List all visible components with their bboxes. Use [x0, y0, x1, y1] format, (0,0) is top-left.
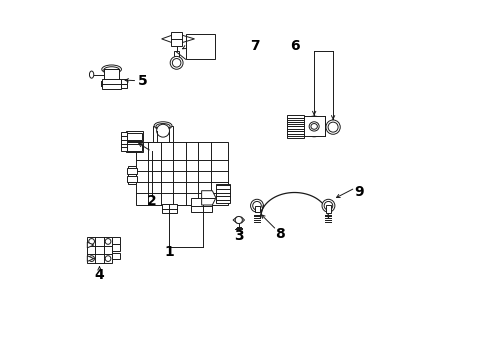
Bar [173, 51, 179, 57]
Text: 5: 5 [138, 74, 147, 88]
Circle shape [88, 239, 94, 244]
Circle shape [88, 256, 94, 261]
Text: 4: 4 [94, 268, 104, 282]
Text: 7: 7 [250, 39, 260, 53]
Bar [126, 176, 136, 182]
Bar [125, 131, 143, 141]
Bar [127, 144, 142, 151]
Bar [162, 204, 176, 213]
Circle shape [235, 216, 242, 224]
Text: 6: 6 [289, 39, 299, 53]
Text: 2: 2 [146, 194, 156, 208]
Circle shape [250, 199, 263, 212]
Bar [171, 32, 182, 46]
Circle shape [322, 199, 334, 212]
Bar [303, 116, 324, 136]
Polygon shape [87, 256, 94, 261]
Bar [121, 84, 126, 88]
Bar [86, 237, 112, 263]
Bar [112, 237, 120, 244]
Circle shape [170, 57, 183, 69]
Bar [254, 206, 259, 212]
Text: 9: 9 [353, 185, 363, 199]
Circle shape [105, 239, 111, 244]
Bar [112, 253, 120, 259]
Ellipse shape [303, 116, 324, 137]
Bar [185, 34, 214, 59]
Bar [127, 133, 142, 140]
Circle shape [105, 256, 111, 261]
Circle shape [156, 124, 169, 137]
Ellipse shape [308, 122, 319, 131]
Bar [126, 168, 136, 174]
Bar [102, 79, 121, 89]
Text: 3: 3 [233, 229, 243, 243]
Bar [286, 115, 303, 138]
Text: 1: 1 [164, 245, 174, 259]
Bar [121, 132, 126, 151]
Bar [112, 244, 120, 251]
Ellipse shape [102, 65, 121, 73]
Bar [325, 205, 331, 213]
Bar [128, 166, 136, 184]
Bar [125, 142, 143, 152]
Bar [153, 126, 173, 143]
Text: 8: 8 [274, 226, 284, 240]
Bar [121, 79, 126, 84]
Bar [190, 198, 212, 212]
Polygon shape [87, 242, 94, 248]
Ellipse shape [154, 122, 172, 130]
Circle shape [325, 120, 340, 134]
Polygon shape [201, 191, 216, 205]
Polygon shape [176, 33, 194, 44]
Bar [103, 69, 119, 80]
Bar [216, 184, 230, 203]
Polygon shape [162, 33, 176, 44]
Polygon shape [233, 217, 244, 223]
Ellipse shape [89, 71, 94, 78]
Bar [135, 143, 228, 205]
